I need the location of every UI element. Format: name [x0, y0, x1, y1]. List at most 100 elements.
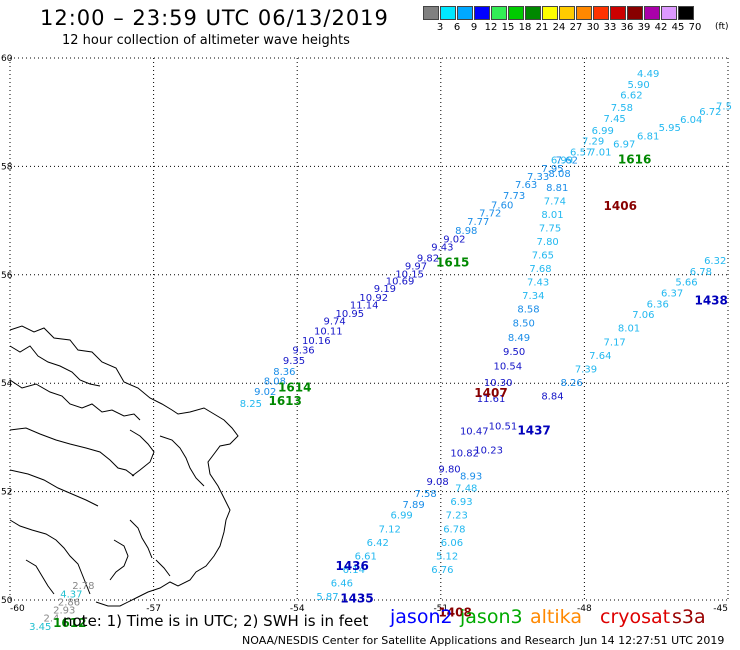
swh-value: 10.92: [359, 293, 388, 304]
swh-value: 6.93: [450, 497, 472, 508]
swh-value: 9.43: [431, 242, 453, 253]
swh-value: 6.78: [443, 524, 465, 535]
swh-value: 7.34: [522, 291, 544, 302]
legend-label: 33: [603, 22, 617, 33]
swh-value: 9.74: [324, 317, 346, 328]
swh-value: 7.01: [589, 148, 611, 159]
swh-value: 7.64: [589, 351, 611, 362]
swh-value: 6.06: [441, 538, 463, 549]
swh-value: 6.76: [431, 565, 453, 576]
pass-time-label: 1612: [53, 616, 86, 630]
lon-tick-label: -51: [433, 604, 448, 614]
lat-tick-label: 50: [1, 596, 13, 606]
swh-value: 8.01: [541, 210, 563, 221]
swh-value: 7.80: [537, 237, 559, 248]
swh-value: 5.87: [316, 592, 338, 603]
legend-label: 12: [484, 22, 498, 33]
swh-value: 7.58: [611, 103, 633, 114]
swh-value: 10.16: [302, 336, 331, 347]
pass-time-label: 1406: [604, 199, 637, 213]
swh-value: 8.84: [541, 391, 563, 402]
swh-value: 10.82: [450, 448, 479, 459]
swh-value: 10.51: [489, 421, 518, 432]
swh-value: 7.48: [455, 484, 477, 495]
legend-swatch: [661, 6, 677, 20]
swh-value: 8.26: [560, 378, 582, 389]
swh-value: 11.14: [350, 300, 379, 311]
satellite-label: jason3: [460, 606, 523, 628]
footer-timestamp: Jun 14 12:27:51 UTC 2019: [580, 634, 725, 647]
swh-value: 9.36: [292, 345, 314, 356]
swh-value: 6.57: [570, 148, 592, 159]
pass-time-label: 1435: [340, 592, 373, 606]
swh-value: 9.08: [426, 477, 448, 488]
swh-value: 10.95: [335, 309, 364, 320]
swh-value: 8.58: [517, 305, 539, 316]
swh-value: 6.99: [551, 156, 573, 167]
swh-value: 7.43: [527, 278, 549, 289]
legend-swatch: [440, 6, 456, 20]
swh-value: 7.73: [503, 191, 525, 202]
swh-value: 6.72: [699, 107, 721, 118]
swh-value: 6.62: [620, 91, 642, 102]
swh-value: 6.97: [613, 139, 635, 150]
wave-height-observations: 8.259.028.088.369.359.3610.1610.119.7410…: [29, 69, 732, 633]
legend-swatch: [457, 6, 473, 20]
swh-value: 6.78: [690, 267, 712, 278]
legend-labels: 3 6 9 12 15 18 21 24 27 30 33 36 39 42 45 70: [423, 20, 702, 34]
swh-value: 10.54: [493, 362, 522, 373]
swh-value: 7.95: [541, 164, 563, 175]
swh-value: 7.77: [467, 217, 489, 228]
lat-tick-label: 60: [1, 54, 13, 64]
satellite-label: s3a: [672, 606, 706, 628]
swh-value: 8.50: [513, 318, 535, 329]
swh-value: 8.49: [508, 333, 530, 344]
legend-label: 15: [501, 22, 515, 33]
swh-value: 2.86: [58, 597, 80, 608]
swh-value: 7.72: [479, 208, 501, 219]
swh-value: 7.5: [716, 101, 732, 112]
pass-time-label: 1408: [438, 605, 471, 619]
legend-swatches: [423, 6, 695, 20]
lat-tick-label: 58: [1, 162, 13, 172]
legend-swatch: [576, 6, 592, 20]
swh-value: 7.58: [414, 489, 436, 500]
swh-value: 7.60: [491, 201, 513, 212]
legend-label: 21: [535, 22, 549, 33]
swh-value: 9.82: [417, 253, 439, 264]
pass-time-label: 1614: [278, 380, 311, 394]
pass-time-label: 1407: [474, 386, 507, 400]
lon-tick-label: -60: [10, 604, 25, 614]
legend-swatch: [678, 6, 694, 20]
swh-value: 11.61: [477, 394, 506, 405]
lat-tick-label: 52: [1, 488, 12, 498]
swh-value: 5.12: [436, 551, 458, 562]
legend-swatch: [525, 6, 541, 20]
swh-value: 8.08: [264, 376, 286, 387]
legend-label: 24: [552, 22, 566, 33]
legend-label: 27: [569, 22, 583, 33]
swh-value: 2.93: [53, 606, 75, 617]
swh-value: 9.19: [374, 284, 396, 295]
swh-value: 8.81: [546, 183, 568, 194]
swh-value: 7.39: [575, 364, 597, 375]
legend-swatch: [508, 6, 524, 20]
legend-label: 3: [436, 22, 444, 33]
satellite-label: cryosat: [600, 606, 671, 628]
swh-value: 7.17: [604, 337, 626, 348]
swh-value: 2.78: [72, 581, 94, 592]
coastline-newfoundland-labrador: [9, 325, 239, 607]
swh-value: 10.30: [484, 378, 513, 389]
color-legend: 3 6 9 12 15 18 21 24 27 30 33 36 39 42 45 70: [423, 6, 702, 34]
legend-label: 42: [654, 22, 668, 33]
pass-time-label: 1438: [694, 294, 727, 308]
legend-swatch: [610, 6, 626, 20]
swh-value: 9.80: [438, 465, 460, 476]
swh-value: 7.45: [604, 114, 626, 125]
legend-label: 30: [586, 22, 600, 33]
footer-credit: NOAA/NESDIS Center for Satellite Applica…: [242, 634, 576, 647]
legend-label: 9: [470, 22, 478, 33]
swh-value: 6.32: [704, 256, 726, 267]
legend-swatch: [627, 6, 643, 20]
